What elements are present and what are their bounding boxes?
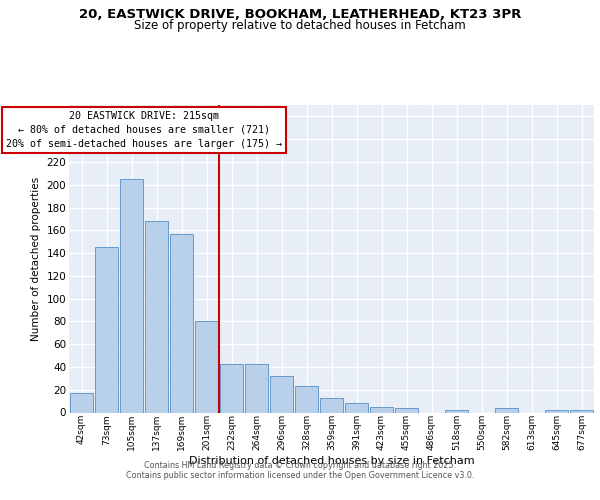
Y-axis label: Number of detached properties: Number of detached properties [31, 176, 41, 341]
Bar [269, 376, 293, 412]
Text: Contains HM Land Registry data © Crown copyright and database right 2025.: Contains HM Land Registry data © Crown c… [144, 461, 456, 470]
Bar [370, 407, 394, 412]
Text: Contains public sector information licensed under the Open Government Licence v3: Contains public sector information licen… [126, 471, 474, 480]
Bar [445, 410, 469, 412]
Bar [569, 410, 593, 412]
Bar [320, 398, 343, 412]
Bar [545, 410, 568, 412]
Bar [295, 386, 319, 412]
Bar [95, 248, 118, 412]
Bar [344, 404, 368, 412]
Text: 20 EASTWICK DRIVE: 215sqm
← 80% of detached houses are smaller (721)
20% of semi: 20 EASTWICK DRIVE: 215sqm ← 80% of detac… [6, 110, 282, 148]
Bar [494, 408, 518, 412]
Bar [170, 234, 193, 412]
Text: Size of property relative to detached houses in Fetcham: Size of property relative to detached ho… [134, 19, 466, 32]
Text: 20, EASTWICK DRIVE, BOOKHAM, LEATHERHEAD, KT23 3PR: 20, EASTWICK DRIVE, BOOKHAM, LEATHERHEAD… [79, 8, 521, 20]
Bar [395, 408, 418, 412]
Bar [119, 179, 143, 412]
Bar [220, 364, 244, 412]
Bar [245, 364, 268, 412]
Bar [194, 322, 218, 412]
Bar [70, 393, 94, 412]
X-axis label: Distribution of detached houses by size in Fetcham: Distribution of detached houses by size … [188, 456, 475, 466]
Bar [145, 221, 169, 412]
